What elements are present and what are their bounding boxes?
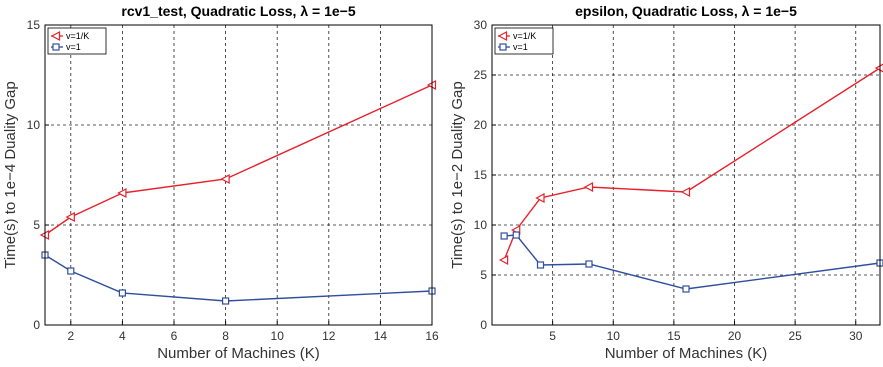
- x-tick-label: 15: [667, 329, 681, 343]
- legend-marker: [52, 43, 60, 51]
- x-axis-label: Number of Machines (K): [157, 345, 320, 362]
- y-tick-label: 0: [33, 318, 40, 332]
- data-point: [500, 232, 508, 240]
- legend-label: v=1: [66, 42, 81, 52]
- data-point: [67, 267, 75, 275]
- x-tick-label: 16: [425, 329, 439, 343]
- y-tick-label: 30: [474, 18, 488, 32]
- data-point: [583, 182, 594, 192]
- data-point: [222, 297, 230, 305]
- data-point: [680, 187, 691, 197]
- plot-frame: [44, 24, 433, 326]
- y-tick-label: 5: [33, 218, 40, 232]
- data-point: [535, 193, 545, 203]
- y-tick-label: 20: [474, 118, 488, 132]
- chart-panel-2: 5 10 15 20 25 30 0 5 10 15 20 25 30 v=1/Kv=1 epsilon, …: [449, 3, 883, 362]
- x-tick-label: 2: [67, 329, 74, 343]
- x-tick-label: 30: [849, 329, 863, 343]
- data-point: [220, 174, 230, 184]
- y-tick-label: 0: [480, 318, 487, 332]
- data-point: [65, 212, 75, 222]
- x-tick-label: 10: [607, 329, 621, 343]
- legend: v=1/Kv=1: [47, 27, 107, 55]
- y-tick-label: 10: [474, 218, 488, 232]
- legend-marker: [497, 31, 508, 41]
- x-tick-label: 4: [119, 329, 126, 343]
- chart-title: epsilon, Quadratic Loss, λ = 1e−5: [575, 3, 797, 19]
- legend-marker: [50, 31, 61, 41]
- y-tick-label: 25: [474, 68, 488, 82]
- legend-marker: [499, 43, 507, 51]
- x-axis-label: Number of Machines (K): [605, 345, 768, 362]
- y-tick-label: 15: [474, 168, 488, 182]
- chart-panel-1: 2 4 6 8 10 12 14 16 0 5 10 15 v=1/Kv=1 rcv1_test, Qua…: [2, 3, 439, 362]
- x-tick-label: 14: [374, 329, 388, 343]
- data-point: [498, 255, 509, 265]
- y-axis-label: Time(s) to 1e−4 Duality Gap: [2, 81, 19, 268]
- x-tick-label: 6: [171, 329, 178, 343]
- data-point: [585, 260, 593, 268]
- plot-frame: [491, 24, 881, 326]
- x-tick-label: 10: [271, 329, 285, 343]
- x-tick-label: 20: [728, 329, 742, 343]
- legend: v=1/Kv=1: [494, 27, 554, 55]
- y-axis-label: Time(s) to 1e−2 Duality Gap: [449, 81, 466, 268]
- x-tick-label: 8: [222, 329, 229, 343]
- data-point: [536, 261, 545, 269]
- legend-label: v=1: [513, 42, 528, 52]
- chart-title: rcv1_test, Quadratic Loss, λ = 1e−5: [121, 3, 355, 19]
- x-tick-label: 12: [322, 329, 336, 343]
- x-tick-label: 25: [788, 329, 802, 343]
- legend-label: v=1/K: [513, 31, 536, 41]
- data-point: [512, 231, 520, 239]
- legend-label: v=1/K: [66, 31, 89, 41]
- y-tick-label: 10: [27, 118, 41, 132]
- x-tick-label: 5: [549, 329, 556, 343]
- data-point: [682, 285, 690, 293]
- y-tick-label: 15: [27, 18, 41, 32]
- y-tick-label: 5: [480, 268, 487, 282]
- plot-area: [45, 25, 432, 325]
- data-point: [118, 289, 127, 297]
- data-point: [117, 188, 127, 198]
